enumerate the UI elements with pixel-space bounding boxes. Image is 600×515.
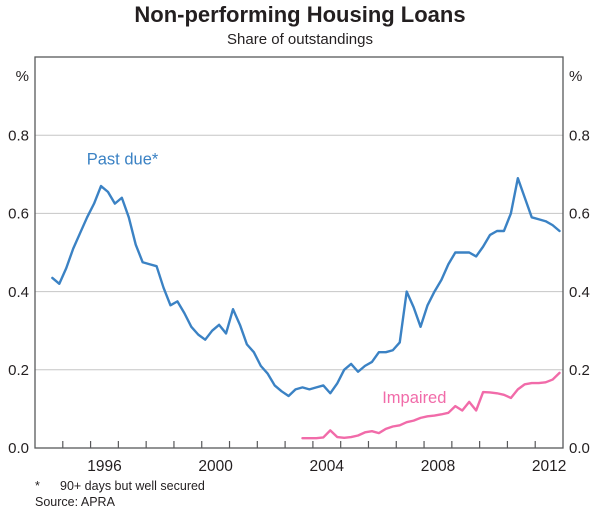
y-axis-label-left: 0.0 [8, 440, 29, 457]
y-axis-label-right: 0.0 [569, 440, 590, 457]
chart-title: Non-performing Housing Loans [134, 2, 466, 27]
percent-label-left: % [16, 68, 29, 85]
x-axis-year-label: 1996 [87, 458, 121, 475]
x-axis-year-label: 2012 [532, 458, 566, 475]
source-note: Source: APRA [35, 495, 115, 509]
plot-border [34, 56, 564, 449]
y-axis-label-right: 0.6 [569, 206, 590, 223]
y-axis-label-left: 0.2 [8, 362, 29, 379]
y-axis-label-left: 0.6 [8, 206, 29, 223]
x-axis-year-label: 2000 [198, 458, 233, 475]
x-axis-year-label: 2008 [421, 458, 455, 475]
x-axis-year-label: 2004 [310, 458, 345, 475]
chart-subtitle: Share of outstandings [227, 31, 373, 48]
past-due-series-label: Past due* [87, 151, 159, 169]
footnote-text: 90+ days but well secured [60, 479, 205, 493]
footnote-marker: * [35, 479, 40, 493]
percent-label-right: % [569, 68, 582, 85]
y-axis-label-right: 0.4 [569, 284, 590, 301]
past-due-line [51, 177, 561, 398]
y-axis-label-right: 0.8 [569, 127, 590, 144]
y-axis-label-left: 0.4 [8, 284, 29, 301]
footnote: * 90+ days but well secured [35, 479, 205, 494]
y-axis-label-left: 0.8 [8, 127, 29, 144]
y-axis-label-right: 0.2 [569, 362, 590, 379]
impaired-series-label: Impaired [382, 389, 446, 407]
impaired-line [301, 371, 561, 440]
